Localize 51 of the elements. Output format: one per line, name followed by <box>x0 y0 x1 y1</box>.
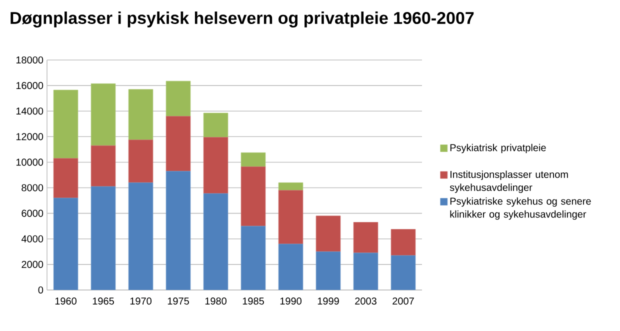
x-tick-label: 1960 <box>55 298 76 305</box>
bar <box>390 255 416 290</box>
y-tick-label: 14000 <box>16 108 44 115</box>
x-tick-label: 1999 <box>318 298 339 305</box>
y-tick-label: 2000 <box>22 260 44 268</box>
x-tick-label: 1965 <box>92 298 114 305</box>
bar <box>316 216 341 252</box>
bar <box>390 229 416 256</box>
bar <box>90 145 116 187</box>
y-tick-label: 6000 <box>22 210 44 217</box>
legend-label: Psykiatriske sykehus og senere klinikker og sykehusavdelinger <box>450 197 591 220</box>
bar <box>353 222 378 254</box>
bar <box>53 158 78 198</box>
bar <box>54 198 78 290</box>
legend-label: Psykiatrisk privatpleie <box>450 144 546 154</box>
bar <box>241 226 266 290</box>
y-tick-label: 8000 <box>22 184 44 192</box>
y-tick-label: 18000 <box>16 56 44 64</box>
y-tick-label: 4000 <box>21 235 44 242</box>
bar <box>316 252 340 290</box>
bar <box>204 194 228 290</box>
bar <box>128 182 153 290</box>
bar <box>278 244 303 290</box>
x-tick-label: 2007 <box>392 298 414 305</box>
bar <box>166 116 191 172</box>
bar <box>354 252 378 290</box>
bar <box>166 80 191 116</box>
chart-title: Døgnplasser i psykisk helsevern og privatpleie 1960-2007 <box>10 12 474 28</box>
x-tick-label: 1975 <box>168 298 189 305</box>
bar <box>203 137 228 194</box>
y-tick-label: 16000 <box>16 82 44 90</box>
bar <box>203 112 228 138</box>
bar <box>278 182 304 191</box>
x-tick-label: 1970 <box>130 298 152 305</box>
x-tick-label: 2003 <box>355 298 376 305</box>
bar <box>90 83 116 146</box>
x-tick-label: 1990 <box>280 298 302 305</box>
bar <box>240 166 266 226</box>
legend-label: Institusjonsplasser utenom sykehusavdelinger <box>450 170 568 193</box>
bar <box>166 171 190 290</box>
bar <box>278 190 304 244</box>
x-tick-label: 1980 <box>205 298 226 305</box>
bar <box>91 186 116 290</box>
y-tick-label: 12000 <box>16 133 44 140</box>
bar <box>128 140 154 183</box>
bar <box>53 90 78 159</box>
bar <box>240 152 266 167</box>
bar <box>128 89 154 140</box>
y-tick-label: 10000 <box>16 158 44 166</box>
x-tick-label: 1985 <box>242 298 264 305</box>
y-tick-label: 0 <box>38 286 44 294</box>
